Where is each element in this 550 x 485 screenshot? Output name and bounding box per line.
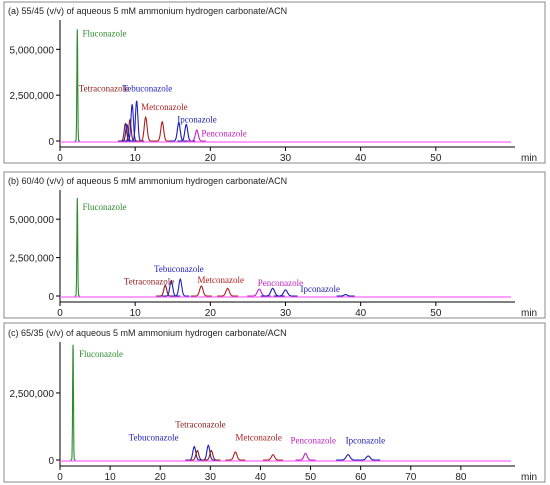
x-tick-label: 20	[205, 153, 217, 164]
y-tick-label: 5,000,000	[10, 45, 55, 56]
x-tick-label: 20	[155, 472, 167, 483]
chart-panel-a: (a) 55/45 (v/v) of aqueous 5 mM ammonium…	[3, 1, 546, 164]
peak-label-metconazole: Metconazole	[235, 433, 281, 443]
chart-panel-c: (c) 65/35 (v/v) of aqueous 5 mM ammonium…	[3, 322, 546, 483]
x-tick-label: 60	[355, 472, 367, 483]
x-axis-unit-label: min	[521, 153, 537, 164]
peak-trace-ipconazole	[273, 289, 298, 297]
x-tick-label: 0	[57, 472, 63, 483]
peak-trace-penconazole	[247, 288, 272, 297]
peak-label-penconazole: Penconazole	[258, 278, 303, 288]
x-tick-label: 20	[205, 308, 217, 319]
peak-trace-metconazole	[153, 120, 172, 142]
peak-trace-tetraconazole	[202, 449, 221, 461]
peak-label-penconazole: Penconazole	[291, 435, 336, 445]
x-tick-label: 50	[430, 308, 442, 319]
peak-label-penconazole: Penconazole	[201, 128, 246, 138]
peak-trace-penconazole	[187, 129, 206, 142]
peak-trace-ipconazole	[356, 455, 381, 461]
peak-trace-metconazole	[263, 453, 283, 461]
x-tick-label: 30	[280, 153, 292, 164]
y-tick-label: 2,500,000	[10, 389, 55, 400]
x-tick-label: 30	[280, 308, 292, 319]
chart-panel-b: (b) 60/40 (v/v) of aqueous 5 mM ammonium…	[3, 171, 546, 319]
x-axis-unit-label: min	[521, 472, 537, 483]
peak-trace-metconazole	[217, 287, 239, 297]
peak-trace-ipconazole	[260, 287, 285, 297]
peak-trace-ipconazole	[336, 453, 361, 461]
x-tick-label: 10	[130, 308, 142, 319]
peak-label-ipconazole: Ipconazole	[346, 435, 385, 445]
peak-trace-tebuconazole	[171, 277, 190, 297]
panel-frame	[3, 322, 546, 483]
x-axis-unit-label: min	[521, 308, 537, 319]
peak-label-fluconazole: Fluconazole	[83, 29, 127, 39]
panel-title: (c) 65/35 (v/v) of aqueous 5 mM ammonium…	[8, 328, 287, 338]
peak-trace-metconazole	[190, 285, 212, 297]
x-tick-label: 0	[57, 153, 63, 164]
y-tick-label: 2,500,000	[10, 91, 55, 102]
peak-trace-fluconazole	[74, 29, 80, 142]
y-tick-label: 2,500,000	[10, 254, 55, 265]
x-tick-label: 50	[305, 472, 317, 483]
peak-trace-penconazole	[295, 452, 316, 461]
peak-trace-tetraconazole	[156, 284, 175, 297]
y-tick-label: 0	[48, 292, 54, 303]
panel-frame	[3, 171, 546, 319]
x-tick-label: 10	[130, 153, 142, 164]
peak-label-tetraconazole: Tetraconazole	[124, 276, 174, 286]
panel-frame	[3, 1, 546, 164]
peak-label-tetraconazole: Tetraconazole	[175, 419, 225, 429]
y-tick-label: 0	[48, 456, 54, 467]
peak-trace-metconazole	[136, 115, 155, 142]
panel-title: (b) 60/40 (v/v) of aqueous 5 mM ammonium…	[8, 176, 287, 186]
x-tick-label: 40	[355, 153, 367, 164]
peak-label-metconazole: Metconazole	[198, 275, 244, 285]
x-tick-label: 0	[57, 308, 63, 319]
peak-label-tebuconazole: Tebuconazole	[129, 433, 179, 443]
x-tick-label: 80	[455, 472, 467, 483]
peak-label-ipconazole: Ipconazole	[177, 115, 216, 125]
peak-label-ipconazole: Ipconazole	[301, 284, 340, 294]
peak-label-metconazole: Metconazole	[141, 102, 187, 112]
x-tick-label: 70	[405, 472, 417, 483]
x-tick-label: 30	[205, 472, 217, 483]
peak-trace-fluconazole	[74, 197, 80, 297]
x-tick-label: 10	[105, 472, 117, 483]
y-tick-label: 5,000,000	[10, 215, 55, 226]
x-tick-label: 50	[430, 153, 442, 164]
peak-label-tetraconazole: Tetraconazole	[79, 84, 129, 94]
peak-trace-ipconazole	[169, 121, 188, 142]
y-tick-label: 0	[48, 137, 54, 148]
panel-title: (a) 55/45 (v/v) of aqueous 5 mM ammonium…	[8, 6, 287, 16]
peak-label-tebuconazole: Tebuconazole	[154, 264, 204, 274]
peak-label-tebuconazole: Tebuconazole	[122, 84, 172, 94]
peak-trace-tebuconazole	[162, 279, 181, 297]
x-tick-label: 40	[255, 472, 267, 483]
peak-trace-metconazole	[225, 451, 246, 461]
peak-trace-fluconazole	[70, 344, 76, 461]
peak-label-fluconazole: Fluconazole	[83, 202, 127, 212]
x-tick-label: 40	[355, 308, 367, 319]
peak-label-fluconazole: Fluconazole	[79, 349, 123, 359]
peak-trace-ipconazole	[336, 293, 355, 297]
